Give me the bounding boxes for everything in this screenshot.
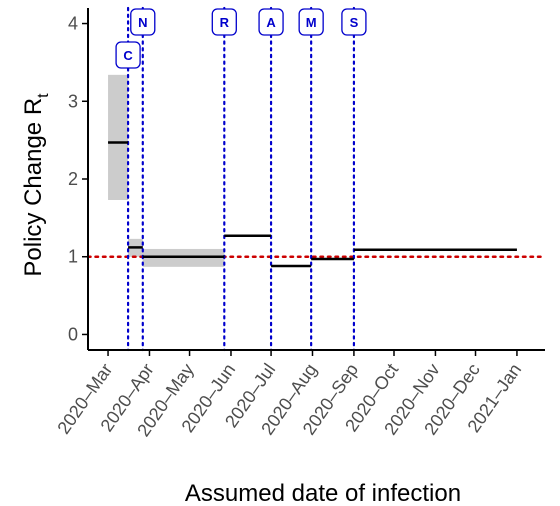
policy-lines-layer [126,6,356,352]
policy-tag-r: R [220,15,230,30]
y-tick-label-2: 2 [68,169,78,189]
y-tick-label-1: 1 [68,247,78,267]
policy-tag-box-r [211,8,237,36]
policy-tag-c: C [123,48,133,63]
x-axis-title: Assumed date of infection [185,480,461,506]
policy-tags: C N R A M S [115,8,367,69]
policy-tag-box-m [298,8,324,36]
y-axis-title-subscript: t [35,93,52,98]
policy-tag-box-n [130,8,156,36]
y-axis-title: Policy Change Rt [20,93,52,277]
policy-tag-n: N [138,15,147,30]
policy-tag-box-a [258,8,284,36]
policy-tag-a: A [266,15,276,30]
policy-tag-box-c [115,41,141,69]
y-tick-label-4: 4 [68,14,78,34]
interval-band-0 [108,74,129,200]
policy-tag-s: S [350,15,359,30]
y-tick-label-0: 0 [68,324,78,344]
credible-intervals [108,74,225,267]
y-axis-title-main: Policy Change R [20,98,47,277]
y-tick-label-3: 3 [68,91,78,111]
policy-tag-m: M [306,15,317,30]
rt-estimates [108,141,517,268]
policy-tag-box-s [341,8,367,36]
y-axis-title-group: Policy Change Rt [20,93,52,277]
